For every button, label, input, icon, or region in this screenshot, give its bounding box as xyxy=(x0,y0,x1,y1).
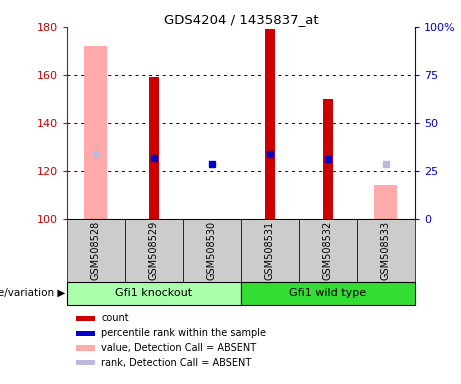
Text: GSM508533: GSM508533 xyxy=(381,221,391,280)
Text: genotype/variation ▶: genotype/variation ▶ xyxy=(0,288,65,298)
Bar xyxy=(76,331,95,336)
Text: GSM508529: GSM508529 xyxy=(149,221,159,280)
Text: GSM508532: GSM508532 xyxy=(323,221,333,280)
Text: rank, Detection Call = ABSENT: rank, Detection Call = ABSENT xyxy=(101,358,252,368)
Text: GSM508528: GSM508528 xyxy=(91,221,101,280)
Bar xyxy=(357,219,415,282)
Bar xyxy=(374,185,397,219)
Bar xyxy=(67,282,241,305)
Bar xyxy=(241,282,415,305)
Bar xyxy=(67,219,125,282)
Bar xyxy=(76,345,95,351)
Text: Gfi1 wild type: Gfi1 wild type xyxy=(290,288,366,298)
Bar xyxy=(76,360,95,366)
Bar xyxy=(125,219,183,282)
Text: percentile rank within the sample: percentile rank within the sample xyxy=(101,328,266,338)
Text: GSM508531: GSM508531 xyxy=(265,221,275,280)
Title: GDS4204 / 1435837_at: GDS4204 / 1435837_at xyxy=(164,13,318,26)
Bar xyxy=(84,46,107,219)
Text: value, Detection Call = ABSENT: value, Detection Call = ABSENT xyxy=(101,343,256,353)
Bar xyxy=(241,219,299,282)
Text: Gfi1 knockout: Gfi1 knockout xyxy=(115,288,192,298)
Bar xyxy=(148,77,159,219)
Bar xyxy=(323,99,333,219)
Text: count: count xyxy=(101,313,129,323)
Bar xyxy=(299,219,357,282)
Bar xyxy=(76,316,95,321)
Bar xyxy=(183,219,241,282)
Text: GSM508530: GSM508530 xyxy=(207,221,217,280)
Bar xyxy=(265,29,275,219)
